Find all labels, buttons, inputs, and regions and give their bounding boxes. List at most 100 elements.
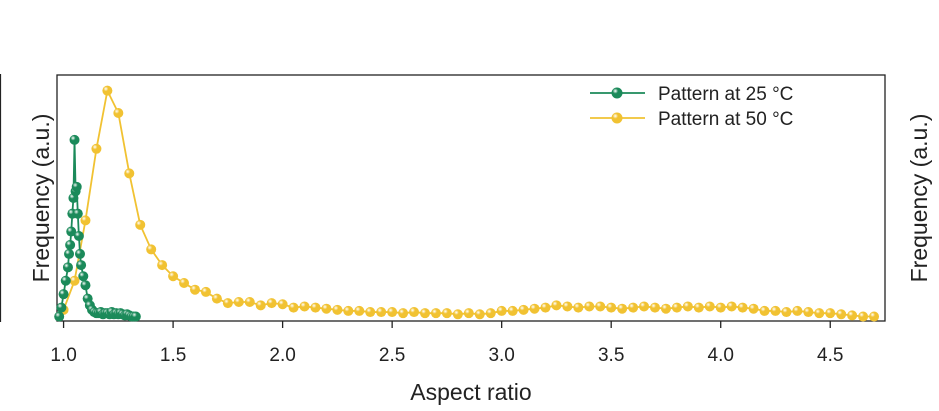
data-point (628, 302, 639, 313)
data-point (62, 262, 73, 273)
data-point (595, 301, 606, 312)
data-point (277, 299, 288, 310)
data-point (190, 284, 200, 295)
data-point (168, 271, 179, 282)
x-tick-label: 2.5 (379, 345, 405, 366)
data-point (715, 302, 726, 313)
data-point (80, 280, 91, 291)
data-point (474, 309, 485, 320)
x-tick-label: 4.0 (708, 345, 734, 366)
data-point (310, 302, 321, 313)
data-point (71, 181, 82, 192)
x-tick-label: 3.0 (488, 345, 514, 366)
data-point (179, 277, 190, 288)
data-point (376, 307, 387, 318)
data-point (660, 303, 671, 314)
plot-frame (56, 74, 886, 322)
data-point (135, 219, 146, 230)
data-point (639, 301, 650, 312)
data-point (869, 311, 880, 322)
data-point (157, 260, 168, 271)
x-axis-label: Aspect ratio (410, 379, 531, 405)
data-point (540, 302, 551, 313)
data-point (507, 305, 518, 316)
x-tick-label: 1.0 (50, 345, 76, 366)
data-point (781, 307, 792, 318)
data-point (72, 208, 83, 219)
data-point (222, 298, 233, 309)
data-point (584, 301, 595, 312)
data-point (69, 134, 80, 145)
data-point (671, 302, 682, 313)
data-point (113, 108, 124, 119)
data-point (606, 302, 617, 313)
data-point (78, 271, 89, 282)
data-point (80, 215, 91, 226)
data-point (91, 143, 102, 154)
data-point (704, 301, 715, 312)
data-point (748, 303, 759, 314)
x-tick-label: 2.0 (269, 345, 295, 366)
data-point (573, 302, 584, 313)
data-point (233, 296, 244, 307)
data-point (485, 308, 496, 319)
data-point (65, 239, 76, 250)
x-tick-label: 3.5 (598, 345, 624, 366)
data-point (321, 303, 332, 314)
data-point (770, 305, 781, 316)
data-point (430, 308, 441, 319)
legend: Pattern at 25 °C Pattern at 50 °C (590, 84, 793, 130)
data-point (288, 302, 299, 313)
data-point (847, 310, 858, 321)
data-point (420, 308, 430, 319)
legend-label: Pattern at 25 °C (658, 84, 793, 105)
data-point (69, 275, 80, 286)
data-point (76, 260, 87, 271)
data-point (529, 303, 540, 314)
data-point (452, 309, 463, 320)
data-point (496, 305, 507, 316)
data-point (409, 307, 420, 318)
data-point (858, 311, 869, 322)
data-point (441, 308, 452, 319)
x-tick-label: 4.5 (817, 345, 843, 366)
data-point (64, 248, 75, 259)
data-point (75, 248, 85, 259)
legend-marker (611, 112, 623, 124)
data-point (102, 85, 113, 96)
data-point (836, 309, 847, 320)
data-point (200, 286, 211, 297)
data-point (299, 301, 310, 312)
data-point (737, 302, 748, 313)
data-point (387, 307, 398, 318)
data-point (792, 305, 803, 316)
data-point (518, 304, 529, 315)
data-point (124, 168, 135, 179)
data-point (54, 311, 65, 322)
data-point (825, 308, 836, 319)
data-point (682, 301, 693, 312)
legend-marker (611, 87, 623, 99)
data-point (255, 300, 266, 311)
legend-label: Pattern at 50 °C (658, 109, 793, 130)
data-point (463, 308, 474, 319)
data-point (759, 305, 770, 316)
series-layer (54, 85, 880, 322)
data-point (398, 308, 409, 319)
data-point (146, 244, 157, 255)
data-point (693, 302, 704, 313)
y-axis-label-left: Frequency (a.u.) (28, 114, 54, 283)
data-point (244, 296, 255, 307)
data-point (266, 298, 277, 309)
data-point (617, 303, 628, 314)
data-point (551, 300, 562, 311)
data-point (343, 305, 354, 316)
data-point (130, 311, 141, 322)
data-point (365, 307, 376, 318)
series-pattern-at-25-c (54, 134, 141, 322)
y-axis-label-right: Frequency (a.u.) (906, 114, 932, 283)
x-tick-label: 1.5 (160, 345, 186, 366)
data-point (66, 226, 77, 237)
data-point (211, 293, 222, 304)
